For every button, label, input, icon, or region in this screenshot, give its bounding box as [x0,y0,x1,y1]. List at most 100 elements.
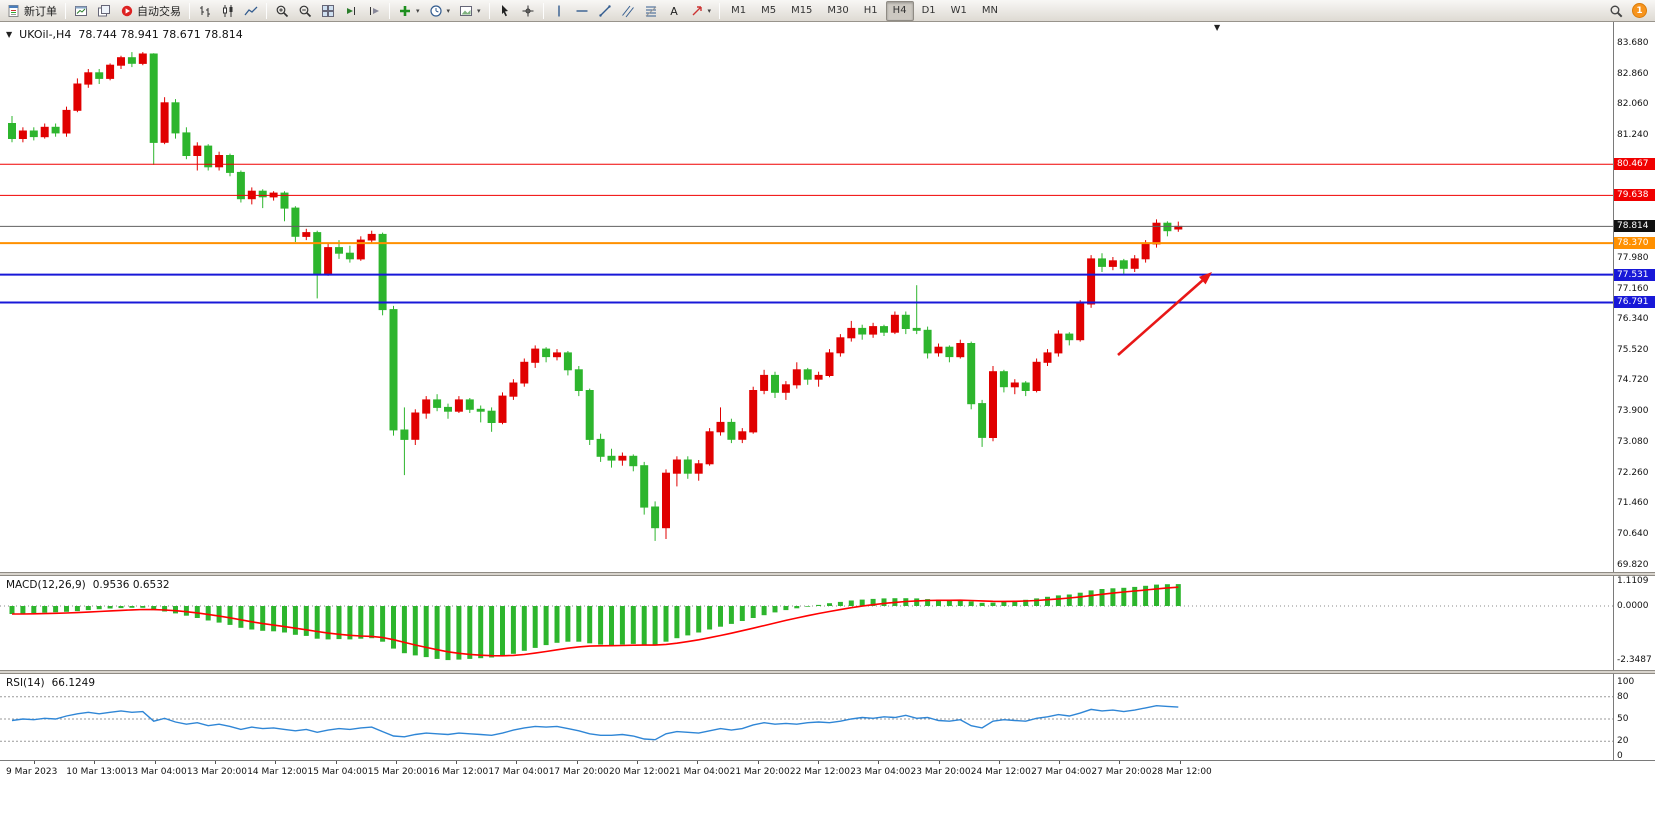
timeframe-button-m15[interactable]: M15 [791,5,813,16]
price-axis-tick: 69.820 [1617,560,1649,570]
timeframe-button-m30[interactable]: M30 [827,5,849,16]
zoom-in-button[interactable] [271,1,293,21]
time-axis-label: 13 Mar 04:00 [126,767,187,777]
rsi-axis[interactable]: 100 80 50 20 0 [1613,674,1655,760]
periods-button[interactable]: ▾ [425,1,455,21]
new-order-button[interactable]: 新订单 [3,1,61,21]
macd-axis[interactable]: 1.1109 0.0000 -2.3487 [1613,576,1655,670]
toolbar-separator [65,2,66,19]
notification-badge[interactable]: 1 [1632,3,1647,18]
time-axis-label: 14 Mar 12:00 [247,767,308,777]
level-price-tag: 76.791 [1614,296,1655,308]
toolbar-right: 1 [1605,1,1652,21]
macd-axis-tick: -2.3487 [1617,655,1652,665]
time-axis-tick [154,761,156,764]
dropdown-caret-icon: ▾ [446,6,451,15]
price-axis[interactable]: 83.680 82.860 82.060 81.240 77.980 77.160 76.3… [1613,22,1655,572]
profiles-button[interactable] [93,1,115,21]
toolbar-separator [719,2,721,19]
candlestick-button[interactable] [217,1,239,21]
line-chart-icon [244,4,258,18]
indicators-icon [398,4,412,18]
auto-scroll-button[interactable] [340,1,362,21]
toolbar: 新订单 自动交易 ▾ ▾ ▾ A ▾ M1 M5 M15 M30 H1 H4 D1 W1 MN 1 [0,0,1655,22]
price-chart[interactable] [0,22,1613,572]
dropdown-caret-icon: ▾ [477,6,481,15]
macd-axis-tick: 0.0000 [1617,601,1649,611]
text-icon: A [667,4,681,18]
time-axis-label: 9 Mar 2023 [6,767,58,777]
trendline-icon [598,4,612,18]
crosshair-button[interactable] [517,1,539,21]
tile-windows-icon [321,4,335,18]
rsi-panel: RSI(14) 66.1249 100 80 50 20 0 [0,674,1655,760]
trendline-button[interactable] [594,1,616,21]
channel-button[interactable] [617,1,639,21]
chart-shift-marker-icon[interactable]: ▼ [1214,23,1221,32]
text-button[interactable]: A [663,1,685,21]
rsi-axis-tick: 0 [1617,751,1623,760]
horizontal-line-icon [575,4,589,18]
time-axis-tick [697,761,699,764]
price-panel: ▼ UKOil-,H4 78.744 78.941 78.671 78.814 … [0,22,1655,572]
horizontal-line-button[interactable] [571,1,593,21]
timeframe-button-m5[interactable]: M5 [761,5,777,16]
auto-scroll-icon [344,4,358,18]
timeframe-button-m1[interactable]: M1 [731,5,747,16]
price-axis-tick: 76.340 [1617,314,1649,324]
current-price-tag: 78.814 [1614,220,1655,232]
time-axis-label: 28 Mar 12:00 [1151,767,1212,777]
fibonacci-button[interactable] [640,1,662,21]
timeframe-button-mn[interactable]: MN [981,5,998,16]
panel-splitter[interactable] [0,572,1655,576]
level-price-tag: 80.467 [1614,158,1655,170]
timeframe-button-w1[interactable]: W1 [950,5,967,16]
dropdown-caret-icon: ▾ [707,6,712,15]
time-axis-label: 27 Mar 20:00 [1091,767,1152,777]
time-axis-tick [637,761,638,764]
vertical-line-icon [552,4,566,18]
macd-chart[interactable] [0,576,1613,670]
rsi-chart-area[interactable]: RSI(14) 66.1249 [0,674,1613,760]
search-button[interactable] [1605,1,1627,21]
candlestick-icon [221,4,235,18]
line-chart-button[interactable] [240,1,262,21]
panel-splitter[interactable] [0,670,1655,674]
time-axis-label: 22 Mar 12:00 [789,767,850,777]
time-axis-label: 10 Mar 13:00 [66,767,127,777]
price-axis-tick: 72.260 [1617,468,1649,478]
time-axis[interactable]: 9 Mar 2023 10 Mar 13:00 13 Mar 04:00 13 Mar… [0,760,1655,782]
auto-trading-button[interactable]: 自动交易 [116,1,185,21]
chart-shift-icon [367,4,381,18]
level-price-tag: 78.370 [1614,237,1655,249]
vertical-line-button[interactable] [548,1,570,21]
time-axis-label: 13 Mar 20:00 [186,767,247,777]
timeframe-button-h1[interactable]: H1 [863,5,878,16]
templates-button[interactable]: ▾ [455,1,485,21]
zoom-out-button[interactable] [294,1,316,21]
rsi-axis-tick: 20 [1617,736,1629,746]
fibonacci-icon [644,4,658,18]
indicators-button[interactable]: ▾ [394,1,424,21]
timeframe-button-h4[interactable]: H4 [885,0,914,21]
arrows-button[interactable]: ▾ [686,1,716,21]
price-axis-tick: 70.640 [1617,529,1649,539]
time-axis-label: 21 Mar 20:00 [729,767,790,777]
arrow-tool-icon [690,4,704,18]
chart-collapse-icon[interactable]: ▼ [6,30,13,39]
price-axis-tick: 71.460 [1617,498,1649,508]
time-axis-label: 23 Mar 04:00 [850,767,911,777]
tile-windows-button[interactable] [317,1,339,21]
time-axis-tick [456,761,458,764]
price-axis-tick: 75.520 [1617,345,1649,355]
new-chart-button[interactable] [70,1,92,21]
clock-icon [429,4,443,18]
rsi-chart[interactable] [0,674,1613,760]
macd-chart-area[interactable]: MACD(12,26,9) 0.9536 0.6532 [0,576,1613,670]
zoom-out-icon [298,4,312,18]
timeframe-button-d1[interactable]: D1 [921,5,936,16]
chart-shift-button[interactable] [363,1,385,21]
price-chart-area[interactable]: ▼ UKOil-,H4 78.744 78.941 78.671 78.814 … [0,22,1613,572]
cursor-button[interactable] [494,1,516,21]
bar-chart-button[interactable] [194,1,216,21]
